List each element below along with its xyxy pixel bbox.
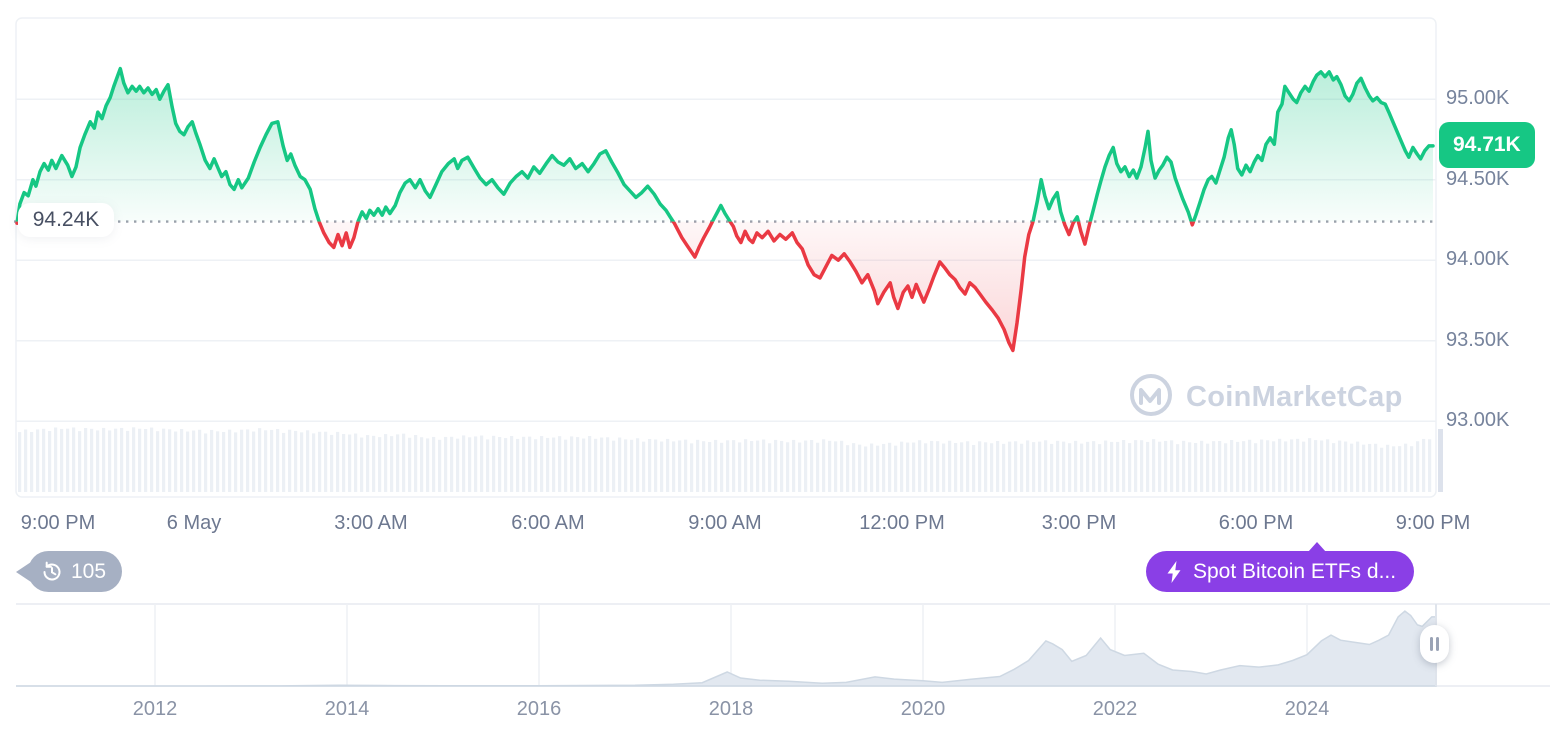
baseline-price-value: 94.24K bbox=[32, 208, 100, 231]
history-count: 105 bbox=[71, 559, 107, 583]
watermark: CoinMarketCap bbox=[1128, 372, 1403, 423]
y-axis-label: 94.00K bbox=[1446, 248, 1510, 271]
year-label: 2018 bbox=[708, 698, 754, 720]
x-axis-label: 9:00 PM bbox=[1395, 512, 1471, 534]
y-axis-label: 94.50K bbox=[1446, 167, 1510, 190]
event-annotation-badge[interactable]: Spot Bitcoin ETFs d... bbox=[1146, 542, 1415, 592]
baseline-price-label: 94.24K bbox=[18, 203, 114, 237]
lightning-icon bbox=[1164, 560, 1184, 584]
navigator-range-handle[interactable] bbox=[1420, 625, 1449, 663]
clock-history-icon bbox=[40, 560, 64, 584]
x-axis-label: 12:00 PM bbox=[859, 512, 945, 534]
year-label: 2022 bbox=[1092, 698, 1138, 720]
x-axis-label: 6:00 PM bbox=[1218, 512, 1294, 534]
history-count-badge[interactable]: 105 bbox=[28, 551, 123, 592]
coinmarketcap-logo-icon bbox=[1128, 372, 1174, 423]
x-axis-label: 9:00 AM bbox=[688, 512, 762, 534]
event-annotation-label: Spot Bitcoin ETFs d... bbox=[1193, 559, 1397, 583]
year-label: 2016 bbox=[516, 698, 562, 720]
y-axis-label: 93.50K bbox=[1446, 328, 1510, 351]
y-axis-label: 93.00K bbox=[1446, 409, 1510, 432]
x-axis-label: 3:00 AM bbox=[334, 512, 408, 534]
watermark-text: CoinMarketCap bbox=[1186, 381, 1403, 413]
current-price-value: 94.71K bbox=[1453, 133, 1521, 156]
year-label: 2024 bbox=[1284, 698, 1330, 720]
x-axis-label: 9:00 PM bbox=[20, 512, 96, 534]
x-axis-label: 3:00 PM bbox=[1041, 512, 1117, 534]
year-label: 2012 bbox=[132, 698, 178, 720]
current-price-badge: 94.71K bbox=[1439, 122, 1535, 168]
year-label: 2020 bbox=[900, 698, 946, 720]
handle-grip-icon bbox=[1430, 637, 1433, 651]
year-label: 2014 bbox=[324, 698, 370, 720]
x-axis-label: 6 May bbox=[166, 512, 222, 534]
x-axis-label: 6:00 AM bbox=[511, 512, 585, 534]
y-axis-label: 95.00K bbox=[1446, 87, 1510, 110]
handle-grip-icon bbox=[1436, 637, 1439, 651]
